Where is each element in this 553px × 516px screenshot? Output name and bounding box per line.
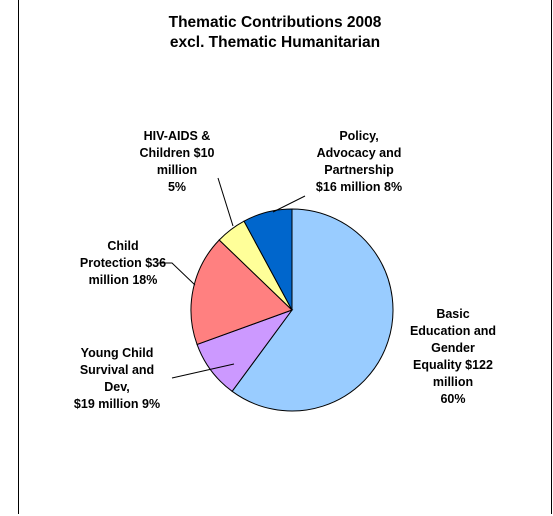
slice-label-4-line-0: Policy, (339, 129, 378, 143)
slice-label-3-line-1: Children $10 (139, 146, 214, 160)
leader-line-2 (158, 262, 196, 286)
slice-label-4-line-1: Advocacy and (317, 146, 402, 160)
slice-label-3-line-3: 5% (168, 180, 186, 194)
slice-label-0-line-5: 60% (440, 392, 465, 406)
slice-label-3-line-2: million (157, 163, 197, 177)
slice-label-0-line-3: Equality $122 (413, 358, 493, 372)
leader-line-3 (217, 177, 234, 227)
slice-label-4-line-3: $16 million 8% (316, 180, 402, 194)
slice-label-2-line-2: million 18% (89, 273, 158, 287)
slice-label-1-line-3: $19 million 9% (74, 397, 160, 411)
pie-slice-4 (243, 208, 293, 311)
slice-label-2-line-0: Child (107, 239, 138, 253)
slice-label-0-line-4: million (433, 375, 473, 389)
pie-slice-2 (190, 239, 293, 346)
chart-title-line-2: excl. Thematic Humanitarian (170, 34, 380, 51)
slice-label-4-line-2: Partnership (324, 163, 394, 177)
slice-label-1-line-0: Young Child (81, 346, 154, 360)
slice-label-2-line-1: Protection $36 (80, 256, 166, 270)
slice-label-0-line-1: Education and (410, 324, 496, 338)
slice-label-1-line-1: Survival and (80, 363, 154, 377)
slice-label-0-line-2: Gender (431, 341, 475, 355)
pie-slice-0 (231, 208, 394, 412)
slice-label-1-line-2: Dev, (104, 380, 129, 394)
slice-label-3-line-0: HIV-AIDS & (144, 129, 211, 143)
leader-line-4 (272, 195, 306, 213)
chart-title-line-1: Thematic Contributions 2008 (169, 14, 382, 31)
slice-label-0-line-0: Basic (436, 307, 469, 321)
leader-line-1 (171, 363, 235, 379)
